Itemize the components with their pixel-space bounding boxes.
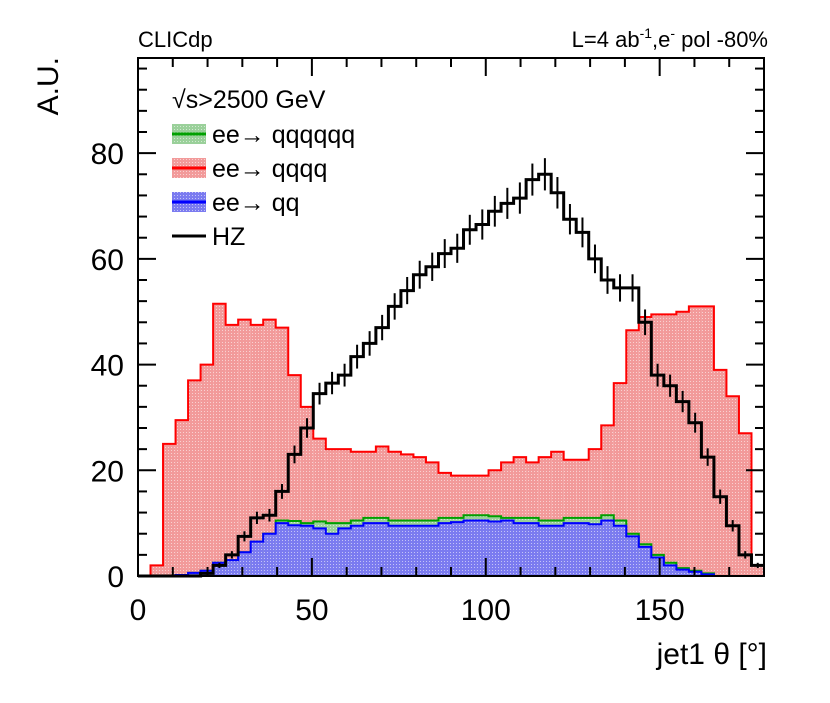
plot-area — [138, 158, 765, 578]
bar-texture — [400, 525, 414, 576]
bar-texture — [538, 525, 552, 576]
bar-texture — [713, 369, 727, 576]
bar-texture — [363, 523, 376, 576]
bar-texture — [651, 314, 664, 576]
x-tick-label: 0 — [130, 594, 147, 627]
bar-texture — [651, 557, 664, 576]
bar-texture — [501, 520, 514, 576]
legend-label: ee→ qq — [212, 189, 300, 217]
bar-texture — [726, 396, 739, 576]
bar-texture — [751, 565, 764, 576]
bar-texture — [551, 525, 564, 576]
bar-texture — [576, 523, 589, 576]
bar-texture — [275, 523, 289, 576]
bar-texture — [438, 523, 451, 576]
bar-texture — [638, 546, 652, 576]
legend-entry: ee→ qqqqqq — [172, 121, 355, 149]
x-axis-label: jet1 θ [°] — [656, 638, 767, 671]
bar-texture — [601, 520, 614, 576]
legend-entry: HZ — [172, 223, 245, 251]
bar-texture — [463, 520, 477, 576]
x-tick-label: 150 — [635, 594, 685, 627]
bar-texture — [275, 327, 289, 576]
series-outline — [138, 519, 764, 577]
luminosity-label: L=4 ab-1,e- pol -80% — [572, 25, 768, 52]
bar-texture — [163, 443, 176, 576]
legend-entry: ee→ qqqq — [172, 155, 327, 183]
bar-texture — [638, 317, 652, 576]
bar-texture — [425, 525, 439, 576]
axes: 0 50 100 150 0 20 40 60 80 — [91, 57, 765, 627]
bar-texture — [663, 314, 677, 576]
bar-texture — [325, 533, 339, 576]
bar-texture — [626, 330, 639, 576]
bar-texture — [350, 525, 364, 576]
series-eeqq-group — [138, 519, 764, 577]
bar-texture — [663, 565, 677, 576]
bar-texture — [238, 552, 251, 576]
bar-texture — [588, 524, 602, 576]
bar-texture — [188, 380, 201, 576]
bar-texture — [150, 565, 164, 576]
series-eeqqqq-group — [138, 302, 765, 577]
legend-entry: ee→ qq — [172, 189, 300, 217]
series-hz-group — [138, 158, 764, 578]
y-axis-label: A.U. — [32, 57, 65, 115]
bar-texture — [338, 528, 351, 576]
bar-texture — [738, 433, 752, 576]
bar-texture — [613, 525, 627, 576]
bar-texture — [225, 560, 239, 576]
bar-texture — [213, 303, 226, 576]
series-outline — [138, 302, 765, 577]
bar-texture — [676, 311, 689, 576]
bar-texture — [288, 525, 301, 576]
x-tick-label: 50 — [295, 594, 328, 627]
bar-texture — [313, 528, 326, 576]
y-tick-label: 60 — [91, 244, 124, 277]
bar-texture — [263, 319, 276, 576]
bar-texture — [263, 533, 276, 576]
bar-texture — [563, 523, 577, 576]
bar-texture — [688, 306, 702, 576]
bar-texture — [300, 525, 314, 576]
legend: √s>2500 GeV ee→ qqqqqq ee→ qqqq ee→ qq HZ — [172, 86, 355, 251]
bar-texture — [676, 569, 689, 576]
bar-texture — [451, 522, 464, 576]
bar-texture — [626, 536, 639, 576]
bar-texture — [388, 525, 401, 576]
legend-label: ee→ qqqq — [212, 155, 327, 183]
bar-texture — [188, 572, 201, 576]
legend-label: HZ — [212, 223, 245, 251]
bar-texture — [701, 306, 714, 576]
bar-texture — [225, 324, 239, 576]
bar-texture — [488, 521, 502, 576]
y-tick-label: 0 — [107, 561, 124, 594]
legend-title: √s>2500 GeV — [172, 86, 326, 114]
bar-texture — [200, 364, 214, 576]
legend-label: ee→ qqqqqq — [212, 121, 355, 149]
experiment-label: CLICdp — [138, 27, 213, 52]
series-line — [138, 172, 764, 578]
y-tick-label: 80 — [91, 138, 124, 171]
bar-texture — [250, 541, 264, 576]
y-tick-label: 20 — [91, 455, 124, 488]
bar-texture — [175, 420, 189, 576]
y-tick-label: 40 — [91, 350, 124, 383]
bar-texture — [413, 525, 426, 576]
bar-texture — [250, 324, 264, 576]
x-tick-label: 100 — [461, 594, 511, 627]
bar-texture — [526, 523, 539, 576]
bar-texture — [375, 523, 389, 576]
bar-texture — [513, 523, 527, 576]
bar-texture — [238, 319, 251, 576]
